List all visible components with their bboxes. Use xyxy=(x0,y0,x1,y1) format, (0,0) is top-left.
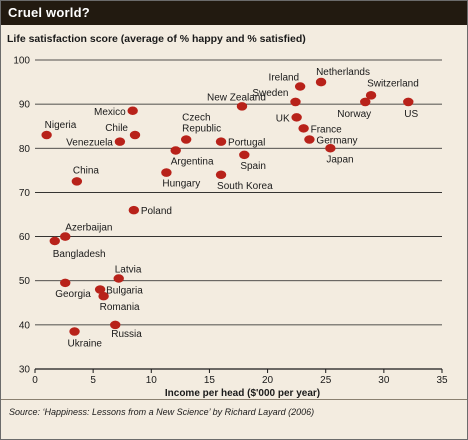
data-point xyxy=(128,205,140,215)
source-note: Source: ‘Happiness: Lessons from a New S… xyxy=(9,407,315,417)
point-label: Portugal xyxy=(228,138,265,149)
data-point xyxy=(60,278,71,288)
y-tick-label: 50 xyxy=(19,276,31,287)
data-point xyxy=(236,102,248,111)
point-label: Netherlands xyxy=(316,67,370,78)
data-point xyxy=(360,97,371,107)
data-point xyxy=(290,97,301,107)
point-label: Georgia xyxy=(55,289,91,300)
data-point xyxy=(60,232,71,241)
point-label: UK xyxy=(276,113,290,124)
x-tick-label: 5 xyxy=(90,375,96,386)
point-label: Argentina xyxy=(171,156,214,167)
data-point xyxy=(161,168,172,177)
point-label: Venezuela xyxy=(66,138,113,149)
point-label: Mexico xyxy=(94,107,126,118)
point-label: New Zealand xyxy=(207,92,266,103)
data-point xyxy=(114,137,126,146)
x-tick-label: 0 xyxy=(32,375,38,386)
data-point xyxy=(113,274,124,283)
x-tick-label: 25 xyxy=(320,375,332,386)
x-tick-label: 15 xyxy=(204,375,216,386)
data-point xyxy=(239,150,250,160)
data-point xyxy=(69,327,80,336)
point-label: Azerbaijan xyxy=(65,223,112,234)
point-label: Poland xyxy=(141,206,172,217)
y-tick-label: 40 xyxy=(19,320,31,331)
point-label: Bulgaria xyxy=(106,286,143,297)
page-title: Cruel world? xyxy=(8,5,90,20)
point-label: Germany xyxy=(316,135,357,146)
point-label: Norway xyxy=(337,109,371,120)
plot-area xyxy=(35,60,442,369)
data-point xyxy=(315,77,327,87)
point-label: Hungary xyxy=(162,179,200,190)
data-point xyxy=(49,236,60,246)
data-point xyxy=(403,97,414,107)
data-point xyxy=(110,320,121,330)
data-point xyxy=(94,285,106,294)
data-point xyxy=(304,135,315,144)
point-label: Switzerland xyxy=(367,78,419,89)
x-axis-title: Income per head ($'000 per year) xyxy=(165,388,320,399)
y-tick-label: 80 xyxy=(19,144,31,155)
divider xyxy=(1,399,467,400)
data-point xyxy=(98,291,109,301)
data-point xyxy=(71,177,83,186)
point-label: Sweden xyxy=(252,88,288,99)
point-label: Czech Republic xyxy=(182,112,221,134)
point-label: Chile xyxy=(105,123,128,134)
y-tick-label: 60 xyxy=(19,232,31,243)
point-label: Latvia xyxy=(115,265,142,276)
point-label: Ukraine xyxy=(68,338,103,349)
x-tick-label: 10 xyxy=(146,375,158,386)
point-label: Russia xyxy=(111,329,142,340)
point-label: Romania xyxy=(100,302,140,313)
data-point xyxy=(298,124,309,133)
data-point xyxy=(170,146,181,155)
point-label: Spain xyxy=(240,161,266,172)
data-point xyxy=(325,144,336,153)
x-tick-label: 20 xyxy=(262,375,274,386)
scatter-plot: 30 40 50 60 70 80 90 100 0 5 10 15 20 25 30 35 Income pe… xyxy=(13,56,448,400)
point-label: South Korea xyxy=(217,181,273,192)
point-label: Japan xyxy=(326,154,353,165)
y-tick-label: 70 xyxy=(19,188,31,199)
x-tick-label: 35 xyxy=(436,375,448,386)
data-point xyxy=(127,106,138,116)
point-label: France xyxy=(311,124,343,135)
point-label: Nigeria xyxy=(45,120,77,131)
x-tick-label: 30 xyxy=(378,375,390,386)
y-tick-label: 30 xyxy=(19,365,31,376)
chart-subtitle: Life satisfaction score (average of % ha… xyxy=(7,33,306,45)
data-point xyxy=(180,135,192,144)
data-point xyxy=(294,82,306,91)
data-point xyxy=(129,130,141,140)
point-label: Ireland xyxy=(269,72,300,83)
data-point xyxy=(291,113,302,122)
title-bar: Cruel world? xyxy=(1,1,467,25)
y-tick-label: 90 xyxy=(19,100,31,111)
data-point xyxy=(41,130,52,140)
point-label: China xyxy=(73,165,100,176)
data-point xyxy=(365,91,377,100)
data-point xyxy=(215,170,227,180)
point-label: Bangladesh xyxy=(53,249,106,260)
y-tick-label: 100 xyxy=(13,56,30,67)
point-label: US xyxy=(404,109,418,120)
data-point xyxy=(215,137,227,146)
